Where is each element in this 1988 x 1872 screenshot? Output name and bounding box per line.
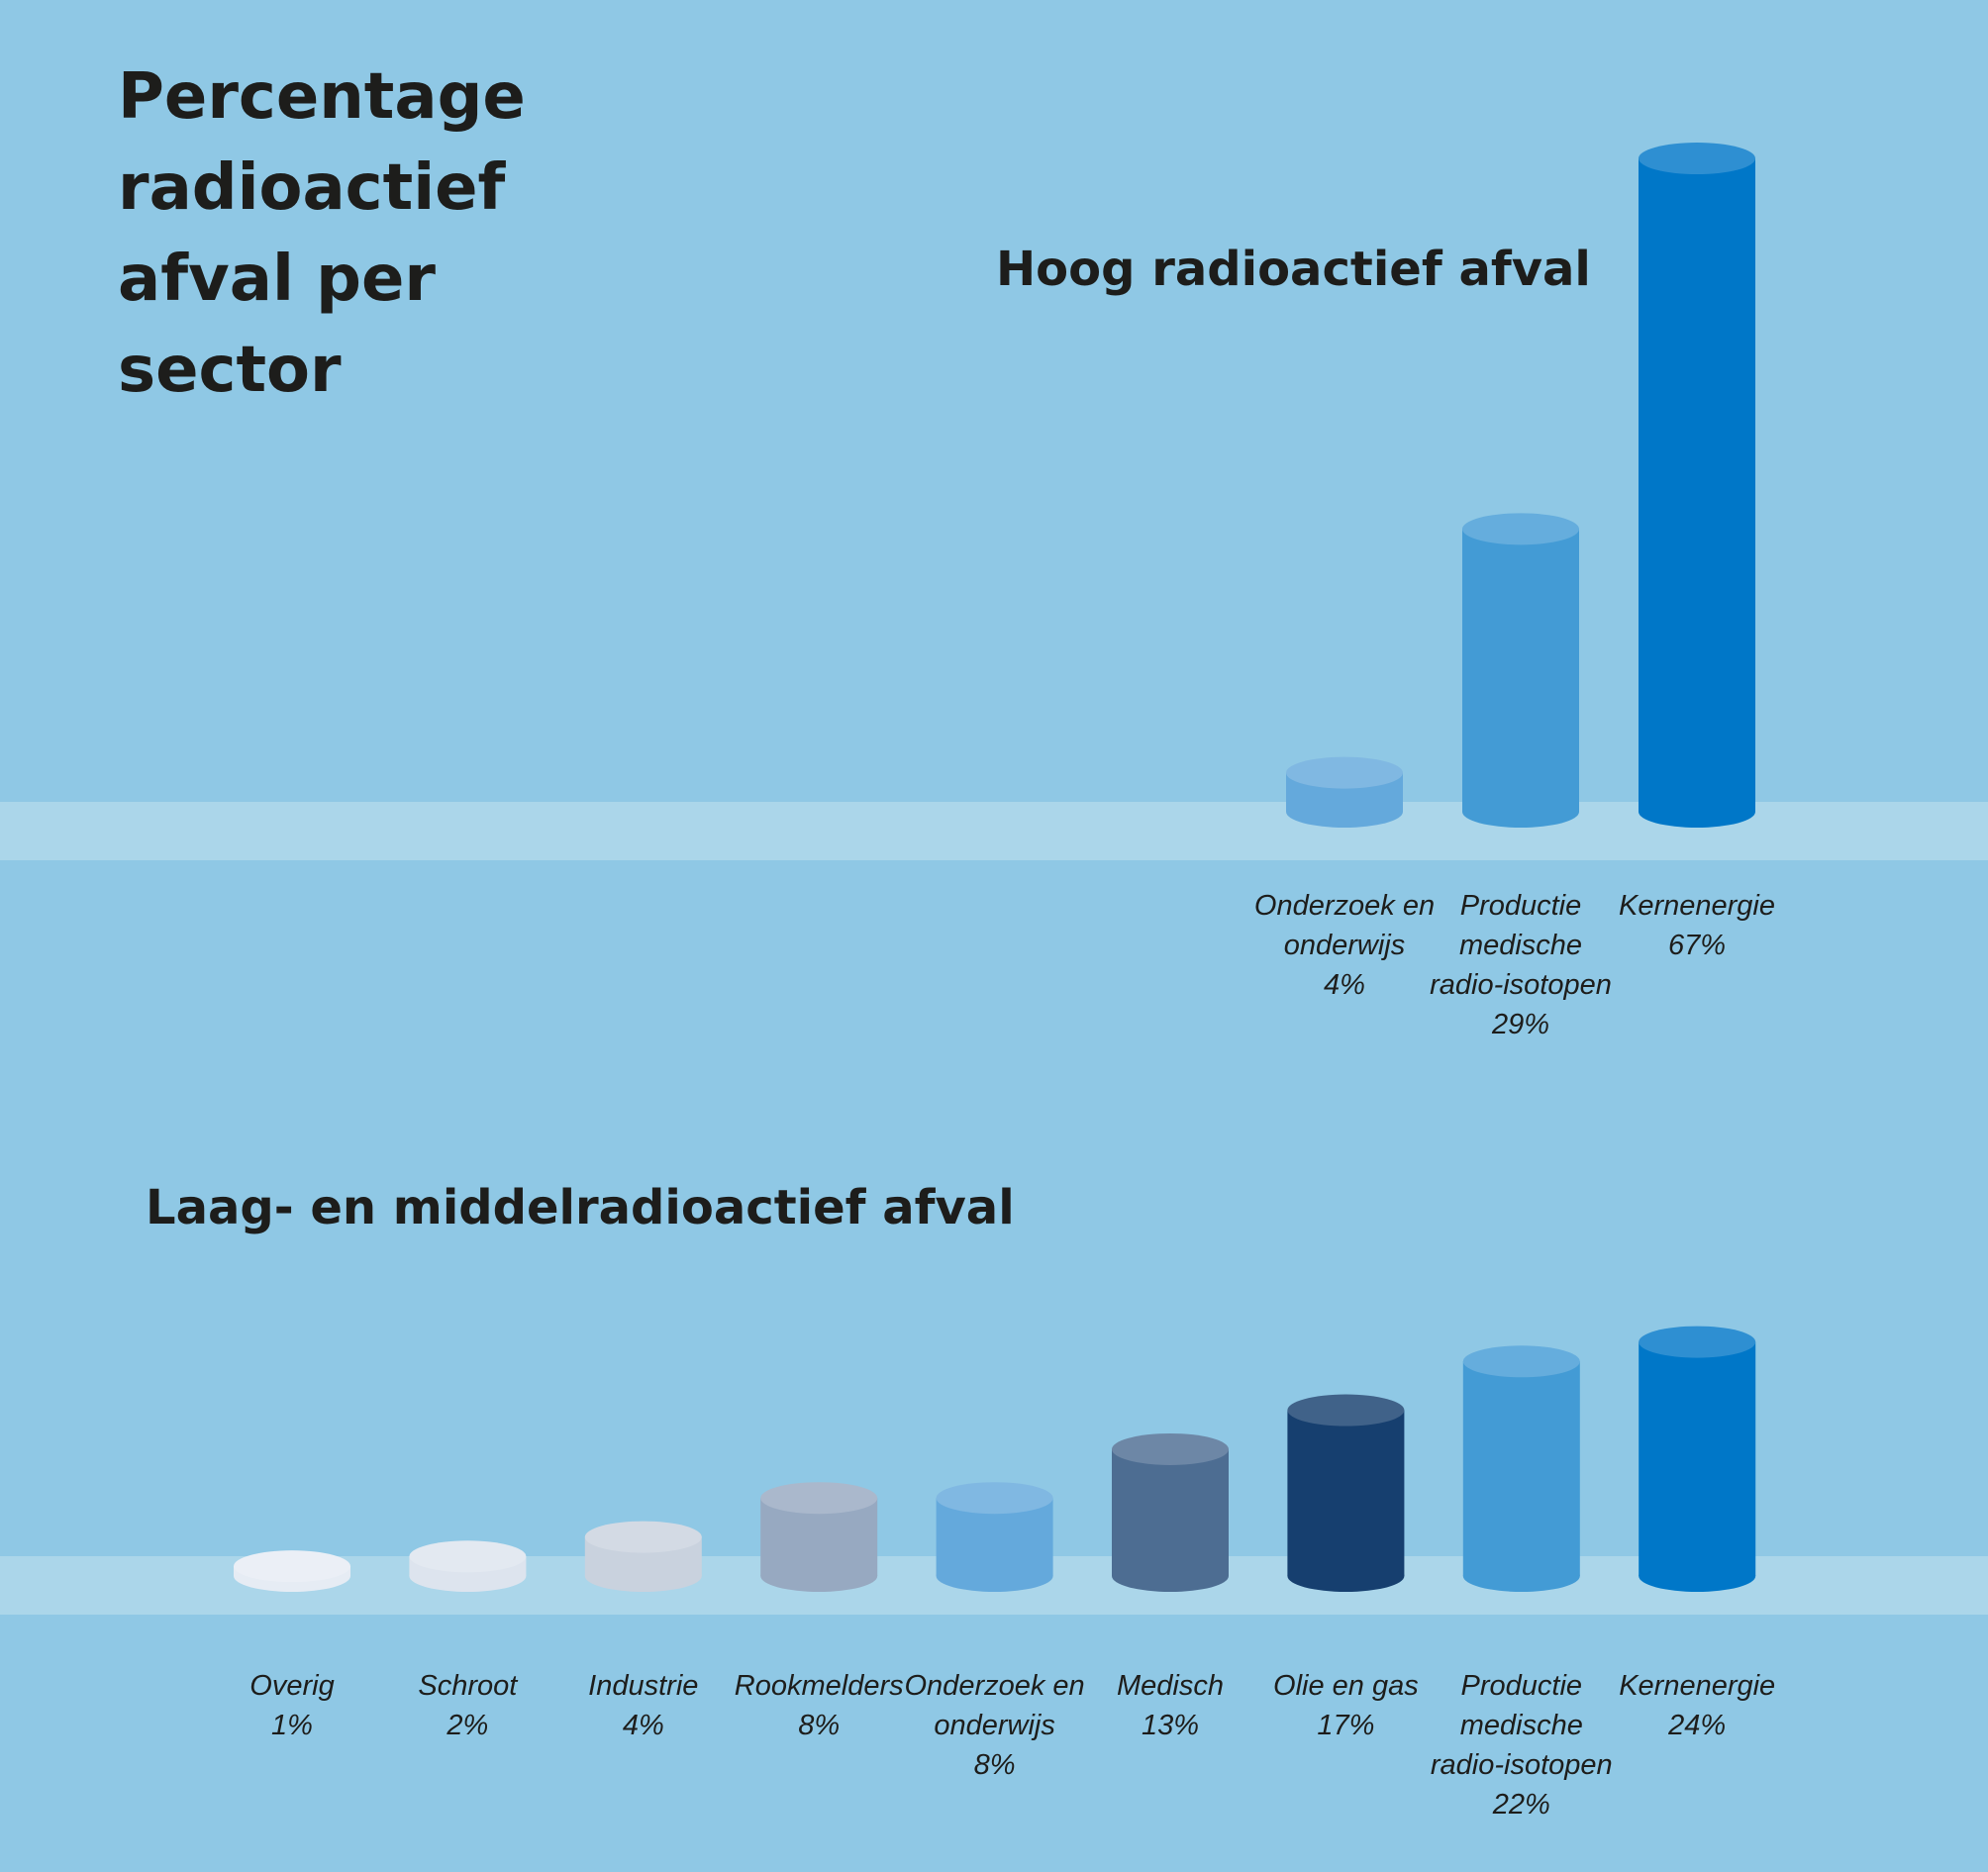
- label-group: Rookmelders 8%: [720, 1666, 918, 1745]
- category-label: Productie medische radio-isotopen: [1430, 890, 1612, 1001]
- category-label: Onderzoek en onderwijs: [904, 1670, 1085, 1741]
- cylinder-top: [584, 1521, 702, 1553]
- label-group: Medisch 13%: [1071, 1666, 1269, 1745]
- cylinder-top: [234, 1550, 350, 1583]
- label-group: Overig 1%: [193, 1666, 391, 1745]
- cylinder-top: [409, 1540, 527, 1573]
- category-label: Onderzoek en onderwijs: [1253, 890, 1436, 961]
- label-group: Schroot 2%: [368, 1666, 566, 1745]
- bar: [1462, 529, 1579, 812]
- bar: [1287, 1410, 1405, 1576]
- value-label: 22%: [1492, 1789, 1550, 1821]
- category-label: Rookmelders: [734, 1670, 904, 1702]
- category-label: Industrie: [588, 1670, 699, 1702]
- cylinder-top: [1286, 756, 1403, 789]
- value-label: 8%: [973, 1749, 1016, 1781]
- category-label: Medisch: [1117, 1670, 1224, 1702]
- value-label: 2%: [447, 1710, 489, 1741]
- value-label: 4%: [622, 1710, 664, 1741]
- cylinder-top: [936, 1482, 1053, 1515]
- value-label: 29%: [1491, 1009, 1550, 1040]
- category-label: Productie medische radio-isotopen: [1430, 1670, 1613, 1781]
- category-label: Kernenergie: [1619, 1670, 1776, 1702]
- value-label: 8%: [798, 1710, 841, 1741]
- category-label: Olie en gas: [1273, 1670, 1419, 1702]
- label-group: Productie medische radio-isotopen 22%: [1423, 1666, 1621, 1824]
- bar: [1462, 1361, 1580, 1576]
- bar: [1639, 1341, 1756, 1576]
- cylinder-top: [1462, 513, 1579, 545]
- category-label: Kernenergie: [1619, 890, 1775, 922]
- cylinder-top: [760, 1482, 878, 1515]
- label-group: Olie en gas 17%: [1246, 1666, 1444, 1745]
- label-group: Onderzoek en onderwijs 4%: [1245, 886, 1443, 1005]
- cylinder-top: [1639, 1326, 1756, 1358]
- value-label: 13%: [1141, 1710, 1200, 1741]
- cylinder-top: [1112, 1432, 1229, 1465]
- chart-title: Hoog radioactief afval: [996, 242, 1591, 297]
- category-label: Overig: [249, 1670, 335, 1702]
- cylinder-top: [1462, 1345, 1580, 1378]
- cylinder-top: [1287, 1394, 1405, 1427]
- main-title: Percentage radioactief afval per sector: [118, 60, 526, 407]
- label-group: Kernenergie 24%: [1598, 1666, 1796, 1745]
- chart-title: Laag- en middelradioactief afval: [146, 1180, 1015, 1235]
- value-label: 4%: [1324, 969, 1365, 1001]
- label-group: Kernenergie 67%: [1598, 886, 1796, 965]
- bar: [1112, 1448, 1229, 1576]
- value-label: 67%: [1667, 930, 1727, 961]
- value-label: 1%: [271, 1710, 313, 1741]
- category-label: Schroot: [418, 1670, 518, 1702]
- label-group: Onderzoek en onderwijs 8%: [896, 1666, 1094, 1785]
- label-group: Industrie 4%: [545, 1666, 743, 1745]
- value-label: 17%: [1317, 1710, 1375, 1741]
- value-label: 24%: [1668, 1710, 1727, 1741]
- bar: [1639, 158, 1755, 813]
- label-group: Productie medische radio-isotopen 29%: [1422, 886, 1620, 1044]
- cylinder-top: [1639, 143, 1755, 175]
